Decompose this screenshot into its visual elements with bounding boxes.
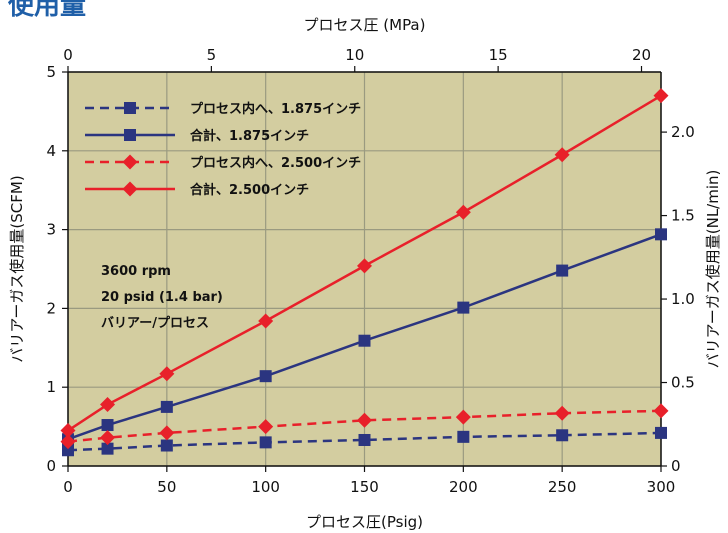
- x2-tick-label: 0: [63, 46, 73, 64]
- data-point: [159, 366, 175, 382]
- legend-marker: [124, 129, 136, 141]
- x-tick-label: 50: [157, 478, 176, 496]
- data-point: [653, 88, 669, 104]
- annotation: 3600 rpm 20 psid (1.4 bar) バリアー/プロセス: [101, 264, 223, 331]
- series-group: [60, 88, 669, 457]
- series-line: [67, 94, 662, 432]
- x-tick-label: 0: [63, 478, 73, 496]
- x2-tick-label: 5: [207, 46, 217, 64]
- y-tick-label: 4: [46, 142, 56, 160]
- y2-tick-label: 0.5: [671, 374, 695, 392]
- data-point: [258, 419, 274, 435]
- series-4: [60, 88, 669, 439]
- legend-entry: プロセス内へ、1.875インチ: [85, 101, 361, 117]
- y-axis-title: バリアーガス使用量(SCFM): [8, 175, 26, 362]
- data-point: [160, 400, 173, 413]
- x-tick-label: 250: [548, 478, 577, 496]
- data-point: [259, 436, 272, 449]
- data-point: [101, 442, 114, 455]
- x-tick-label: 150: [350, 478, 379, 496]
- x2-tick-label: 10: [345, 46, 364, 64]
- series-line: [67, 233, 662, 441]
- data-point: [357, 412, 372, 428]
- legend-marker: [122, 181, 138, 197]
- legend-entry: 合計、1.875インチ: [85, 128, 309, 144]
- annotation-line: 3600 rpm: [101, 264, 171, 279]
- x-tick-label: 200: [449, 478, 478, 496]
- data-point: [554, 147, 570, 163]
- data-point: [357, 258, 372, 274]
- x-tick-label: 100: [251, 478, 280, 496]
- data-point: [358, 433, 371, 446]
- data-point: [358, 334, 371, 347]
- data-point: [556, 429, 569, 442]
- legend: プロセス内へ、1.875インチ合計、1.875インチプロセス内へ、2.500イン…: [85, 101, 361, 198]
- page-heading: 使用量: [7, 0, 86, 21]
- x2-tick-label: 15: [489, 46, 508, 64]
- legend-label: 合計、2.500インチ: [190, 182, 309, 198]
- data-point: [258, 313, 274, 329]
- data-point: [455, 204, 471, 220]
- y2-tick-label: 0: [671, 457, 681, 475]
- data-point: [457, 430, 470, 443]
- series-1: [62, 426, 667, 457]
- axes: [62, 66, 667, 472]
- data-point: [455, 409, 471, 425]
- data-point: [62, 444, 74, 457]
- data-point: [60, 434, 76, 450]
- y2-axis-title: バリアーガス使用量(NL/min): [704, 170, 722, 369]
- y2-tick-label: 2.0: [671, 123, 695, 141]
- legend-entry: プロセス内へ、2.500インチ: [85, 154, 361, 171]
- data-point: [100, 397, 116, 413]
- series-line: [67, 431, 662, 452]
- legend-marker: [122, 154, 138, 170]
- data-point: [655, 426, 667, 439]
- data-point: [60, 423, 76, 439]
- x2-tick-label: 20: [632, 46, 651, 64]
- annotation-line: バリアー/プロセス: [101, 316, 209, 331]
- data-point: [556, 264, 569, 277]
- data-point: [653, 403, 669, 419]
- series-3: [60, 403, 669, 450]
- data-point: [457, 301, 470, 314]
- y-tick-label: 0: [46, 457, 56, 475]
- y2-tick-label: 1.5: [671, 207, 695, 225]
- annotation-line: 20 psid (1.4 bar): [101, 290, 223, 305]
- legend-label: プロセス内へ、2.500インチ: [190, 155, 361, 171]
- y-tick-label: 1: [46, 378, 56, 396]
- y2-tick-label: 1.0: [671, 290, 695, 308]
- data-point: [160, 439, 173, 452]
- data-point: [159, 425, 175, 441]
- legend-marker: [124, 102, 136, 114]
- data-point: [101, 419, 114, 432]
- x-axis-title: プロセス圧(Psig): [306, 513, 423, 531]
- y-tick-label: 3: [46, 221, 56, 239]
- data-point: [259, 370, 272, 383]
- y-tick-label: 2: [46, 299, 56, 317]
- series-line: [67, 409, 662, 443]
- legend-entry: 合計、2.500インチ: [85, 181, 309, 198]
- x2-axis-title: プロセス圧 (MPa): [304, 16, 426, 34]
- x-tick-label: 300: [647, 478, 676, 496]
- data-point: [100, 430, 116, 446]
- legend-label: 合計、1.875インチ: [190, 128, 309, 144]
- data-point: [655, 228, 667, 241]
- data-point: [554, 405, 570, 421]
- y-tick-label: 5: [46, 63, 56, 81]
- legend-label: プロセス内へ、1.875インチ: [190, 101, 361, 117]
